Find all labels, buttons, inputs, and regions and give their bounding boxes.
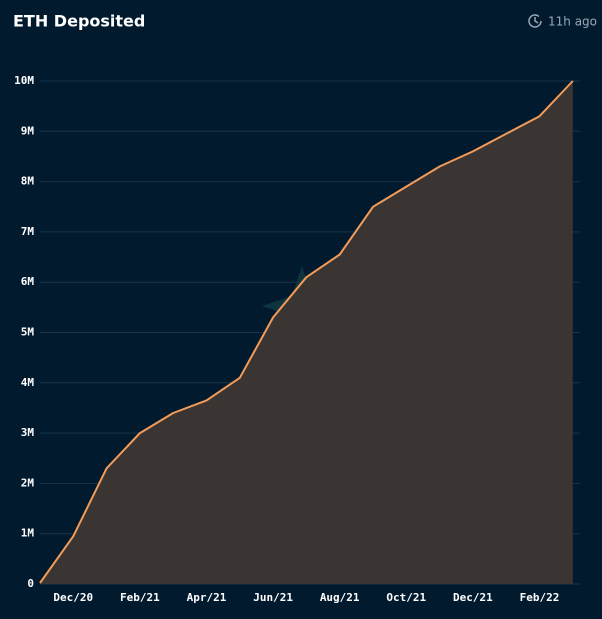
x-tick-label: Apr/21 bbox=[187, 591, 227, 604]
area bbox=[40, 81, 573, 584]
y-tick-label: 7M bbox=[21, 225, 35, 238]
y-tick-label: 4M bbox=[21, 376, 35, 389]
y-tick-label: 6M bbox=[21, 275, 35, 288]
x-tick-label: Feb/21 bbox=[120, 591, 160, 604]
y-tick-label: 9M bbox=[21, 124, 35, 137]
y-tick-label: 0 bbox=[27, 577, 34, 590]
y-tick-label: 2M bbox=[21, 476, 35, 489]
x-tick-label: Jun/21 bbox=[253, 591, 293, 604]
y-tick-label: 3M bbox=[21, 426, 35, 439]
line bbox=[39, 80, 574, 584]
y-tick-label: 1M bbox=[21, 527, 35, 540]
x-tick-label: Feb/22 bbox=[520, 591, 560, 604]
x-tick-label: Dec/21 bbox=[453, 591, 493, 604]
updated-time: 11h ago bbox=[548, 15, 597, 29]
y-tick-label: 5M bbox=[21, 326, 35, 339]
x-tick-label: Oct/21 bbox=[386, 591, 426, 604]
x-tick-label: Aug/21 bbox=[320, 591, 360, 604]
clock-icon bbox=[528, 14, 542, 28]
y-tick-label: 10M bbox=[14, 74, 34, 87]
y-tick-label: 8M bbox=[21, 175, 35, 188]
chart-title: ETH Deposited bbox=[13, 12, 145, 31]
x-tick-label: Dec/20 bbox=[53, 591, 93, 604]
